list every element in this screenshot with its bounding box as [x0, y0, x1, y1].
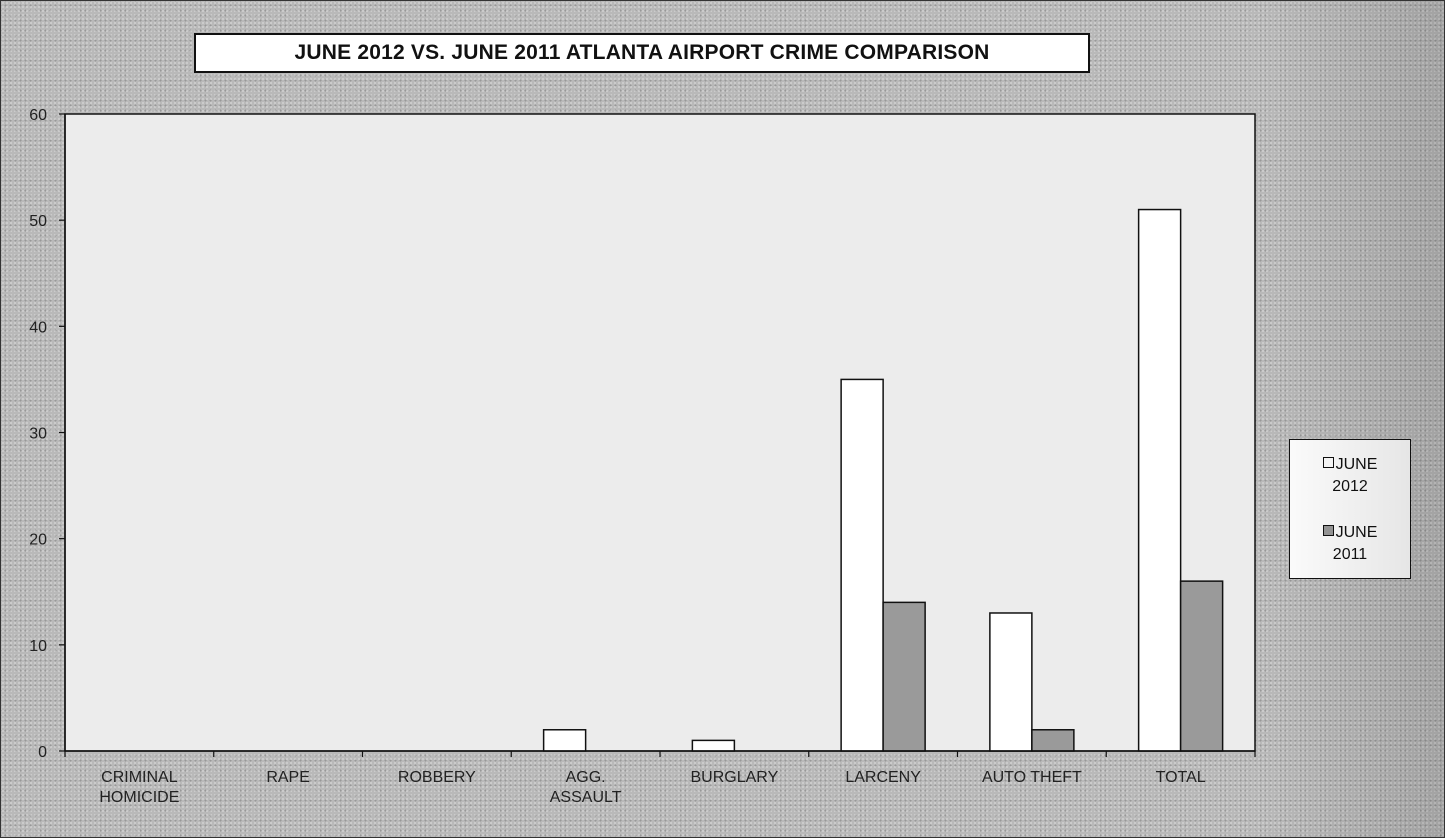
- y-tick-label: 60: [29, 107, 47, 124]
- x-category-label: AUTO THEFT: [982, 769, 1082, 786]
- tick-labels-group: 0 10 20 30 40 50 60 CRIMINAL HOMICIDE RAPE ROBBERY…: [29, 107, 1206, 806]
- x-category-label-line: RAPE: [266, 769, 310, 786]
- legend-swatch-june-2011: [1322, 525, 1334, 536]
- x-category-label: RAPE: [266, 769, 310, 786]
- legend: JUNE 2012 JUNE 2011: [1289, 439, 1411, 579]
- x-category-label-line: TOTAL: [1156, 769, 1206, 786]
- legend-swatch-june-2012: [1322, 457, 1334, 468]
- legend-label-june-2012-line1: JUNE: [1335, 456, 1378, 473]
- y-tick-label: 50: [29, 213, 47, 230]
- y-tick-label: 0: [38, 744, 47, 761]
- x-category-label-line: ASSAULT: [550, 789, 622, 806]
- x-category-label: TOTAL: [1156, 769, 1206, 786]
- bar-june-2011: [882, 601, 926, 752]
- x-category-label-line: BURGLARY: [691, 769, 779, 786]
- axes-group: [59, 113, 1256, 757]
- x-category-label: BURGLARY: [691, 769, 779, 786]
- bar-june-2012: [840, 378, 884, 752]
- y-tick-label: 30: [29, 426, 47, 443]
- x-category-label-line: ROBBERY: [398, 769, 476, 786]
- bar-june-2012: [1137, 208, 1182, 752]
- y-tick-label: 10: [29, 638, 47, 655]
- legend-label-june-2011-line2: 2011: [1332, 546, 1368, 563]
- x-category-label-line: HOMICIDE: [99, 789, 179, 806]
- x-category-label-line: LARCENY: [845, 769, 921, 786]
- bar-june-2012: [542, 729, 587, 752]
- x-category-label-line: AUTO THEFT: [982, 769, 1082, 786]
- y-tick-label: 40: [29, 319, 47, 336]
- x-category-label: CRIMINAL HOMICIDE: [99, 769, 179, 806]
- x-category-label: ROBBERY: [398, 769, 476, 786]
- legend-item-june-2012: JUNE 2012: [1290, 454, 1410, 498]
- y-tick-label: 20: [29, 532, 47, 549]
- x-category-label-line: AGG.: [566, 769, 606, 786]
- plot-area: [64, 113, 1256, 752]
- x-category-label: AGG. ASSAULT: [550, 769, 622, 806]
- bar-june-2011: [1179, 580, 1224, 752]
- x-category-label: LARCENY: [845, 769, 921, 786]
- legend-label-june-2011-line1: JUNE: [1335, 524, 1378, 541]
- legend-label-june-2012-line2: 2012: [1332, 478, 1368, 495]
- chart-title: JUNE 2012 VS. JUNE 2011 ATLANTA AIRPORT …: [194, 33, 1090, 73]
- legend-item-june-2011: JUNE 2011: [1290, 522, 1410, 566]
- bar-june-2012: [691, 739, 736, 752]
- bars-group: [542, 208, 1224, 752]
- x-category-label-line: CRIMINAL: [101, 769, 178, 786]
- bar-june-2012: [989, 612, 1033, 752]
- bar-june-2011: [1031, 729, 1075, 752]
